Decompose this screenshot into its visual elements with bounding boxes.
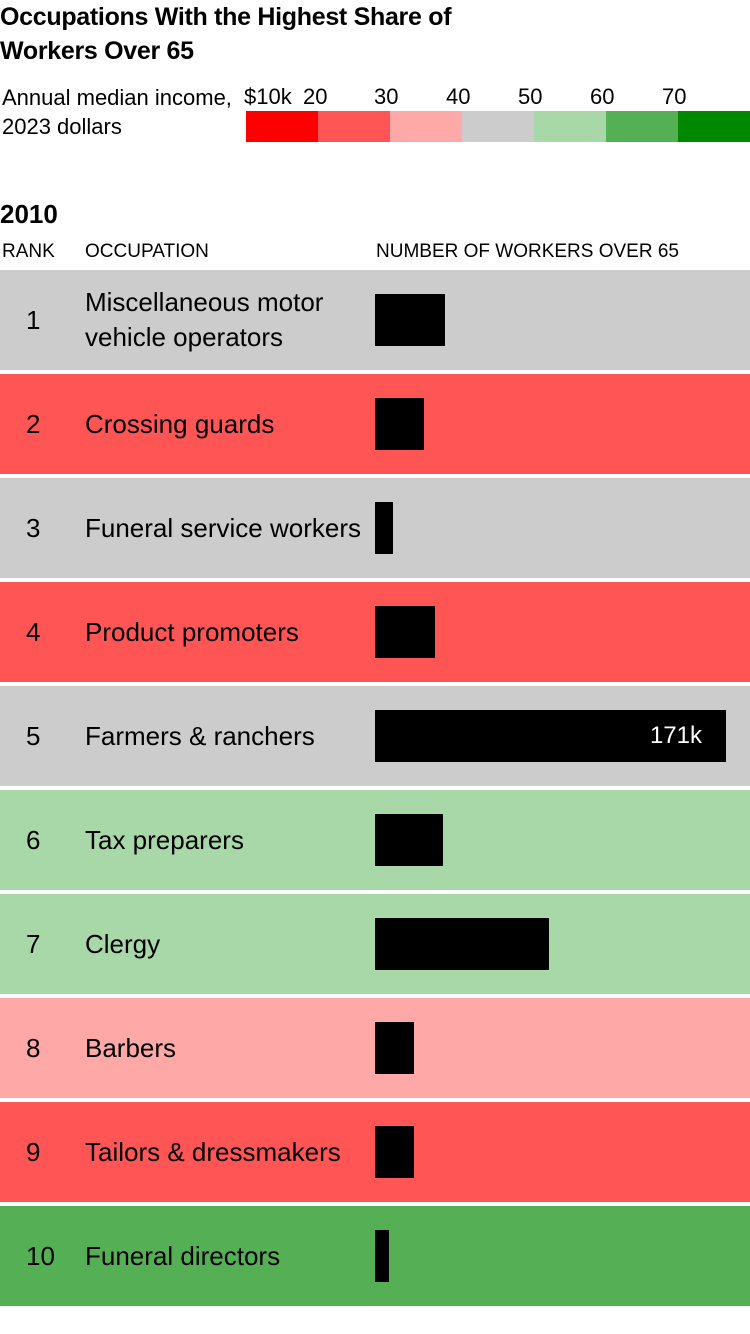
rank-label: 1 xyxy=(26,305,41,335)
legend-swatch xyxy=(678,111,750,142)
table-row: 10 Funeral directors xyxy=(0,1206,750,1306)
bar xyxy=(375,398,424,450)
occupation-label: Funeral directors xyxy=(85,1240,281,1271)
table-row: 1 Miscellaneous motor vehicle operators xyxy=(0,270,750,370)
rank-label: 6 xyxy=(26,825,41,855)
rank-label: 4 xyxy=(26,617,41,647)
column-header-rank: RANK xyxy=(2,241,55,262)
column-header-workers: NUMBER OF WORKERS OVER 65 xyxy=(376,241,679,262)
legend-ticks: $10k 20 30 40 50 60 70 xyxy=(0,84,750,110)
table-row: 7 Clergy xyxy=(0,894,750,994)
rank-label: 10 xyxy=(26,1241,55,1271)
table-row: 4 Product promoters xyxy=(0,582,750,682)
rank-label: 7 xyxy=(26,929,41,959)
year-heading: 2010 xyxy=(0,199,58,229)
bar: 171k xyxy=(375,710,726,762)
table-row: 9 Tailors & dressmakers xyxy=(0,1102,750,1202)
rank-label: 9 xyxy=(26,1137,41,1167)
rank-label: 8 xyxy=(26,1033,41,1063)
occupation-label: Product promoters xyxy=(85,616,299,647)
bar xyxy=(375,918,549,970)
rank-label: 3 xyxy=(26,513,41,543)
table-row: 8 Barbers xyxy=(0,998,750,1098)
legend-tick: 20 xyxy=(303,84,328,109)
occupation-label: Crossing guards xyxy=(85,408,275,439)
legend-swatch xyxy=(318,111,390,142)
legend-tick: 50 xyxy=(518,84,543,109)
rank-label: 2 xyxy=(26,409,41,439)
bar xyxy=(375,814,443,866)
occupation-label: Miscellaneous motor vehicle operators xyxy=(85,287,324,352)
table-row: 2 Crossing guards xyxy=(0,374,750,474)
legend-label: Annual median income, 2023 dollars xyxy=(2,85,232,139)
legend-swatch xyxy=(606,111,678,142)
bar xyxy=(375,606,435,658)
legend-swatch xyxy=(246,111,318,142)
chart-title: Occupations With the Highest Share of Wo… xyxy=(0,3,452,65)
bar xyxy=(375,1126,414,1178)
occupation-label: Farmers & ranchers xyxy=(85,720,315,751)
occupation-label: Tailors & dressmakers xyxy=(85,1136,341,1167)
legend-swatch xyxy=(390,111,462,142)
legend-tick: 60 xyxy=(590,84,615,109)
legend-tick: 40 xyxy=(446,84,471,109)
table-row: 5 Farmers & ranchers 171k xyxy=(0,686,750,786)
table-row: 6 Tax preparers xyxy=(0,790,750,890)
rank-label: 5 xyxy=(26,721,41,751)
legend-swatch xyxy=(462,111,534,142)
occupation-label: Clergy xyxy=(85,928,161,959)
occupation-label: Tax preparers xyxy=(85,824,244,855)
bar xyxy=(375,1022,414,1074)
bar xyxy=(375,1230,389,1282)
table-row: 3 Funeral service workers xyxy=(0,478,750,578)
legend-color-scale xyxy=(246,111,750,142)
occupation-label: Barbers xyxy=(85,1032,177,1063)
bar xyxy=(375,502,393,554)
bar xyxy=(375,294,445,346)
legend-tick: 30 xyxy=(374,84,399,109)
column-header-occupation: OCCUPATION xyxy=(85,241,209,262)
legend-swatch xyxy=(534,111,606,142)
occupation-label: Funeral service workers xyxy=(85,512,361,543)
bar-value-label: 171k xyxy=(649,722,702,749)
legend-tick: $10k xyxy=(244,84,292,109)
legend-tick: 70 xyxy=(662,84,687,109)
